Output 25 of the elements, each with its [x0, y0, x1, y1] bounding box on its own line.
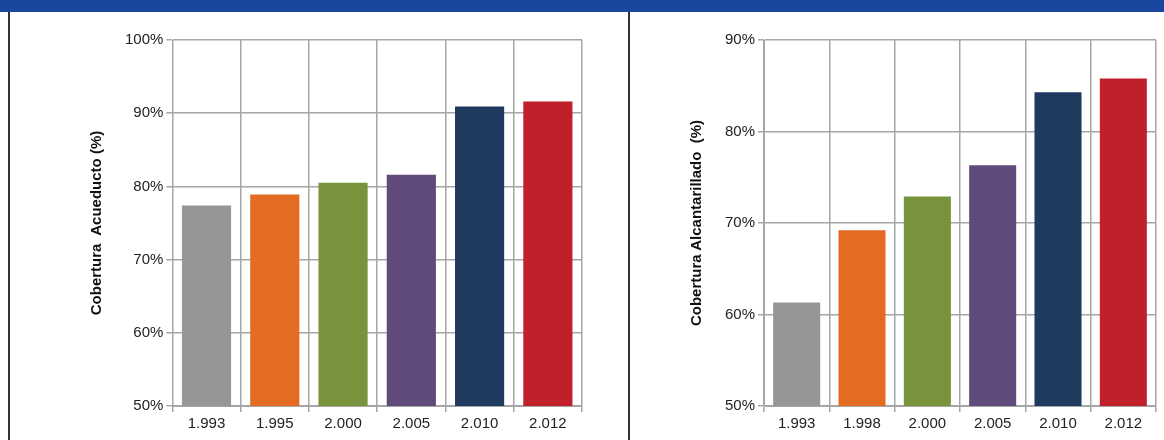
x-tick-label: 1.995 — [256, 414, 294, 432]
x-tick-label: 2.005 — [392, 414, 431, 432]
x-tick-label: 1.993 — [777, 414, 816, 432]
y-tick-label: 80% — [133, 176, 164, 194]
y-tick-label: 70% — [724, 213, 756, 231]
x-tick-label: 2.000 — [908, 414, 947, 432]
y-tick-label: 50% — [133, 396, 164, 414]
y-axis-title: Cobertura Alcantarillado (%) — [687, 119, 705, 327]
y-tick-label: 70% — [133, 249, 164, 267]
x-tick-label: 2.012 — [529, 414, 567, 432]
y-axis-title: Cobertura Acueducto (%) — [87, 130, 105, 316]
y-tick-label: 90% — [133, 103, 164, 121]
y-tick-label: 60% — [724, 304, 756, 322]
x-tick-label: 2.010 — [1039, 414, 1077, 432]
y-tick-label: 100% — [124, 30, 164, 48]
y-tick-label: 90% — [724, 30, 756, 48]
x-tick-label: 2.010 — [460, 414, 499, 432]
y-tick-label: 50% — [724, 396, 756, 414]
x-tick-label: 2.000 — [324, 414, 362, 432]
x-tick-label: 2.005 — [973, 414, 1012, 432]
x-tick-label: 1.998 — [843, 414, 881, 432]
y-tick-label: 80% — [724, 121, 756, 139]
x-tick-label: 2.012 — [1104, 414, 1143, 432]
x-tick-label: 1.993 — [187, 414, 226, 432]
y-tick-label: 60% — [133, 322, 164, 340]
